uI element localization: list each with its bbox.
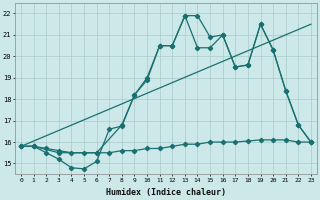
X-axis label: Humidex (Indice chaleur): Humidex (Indice chaleur)	[106, 188, 226, 197]
